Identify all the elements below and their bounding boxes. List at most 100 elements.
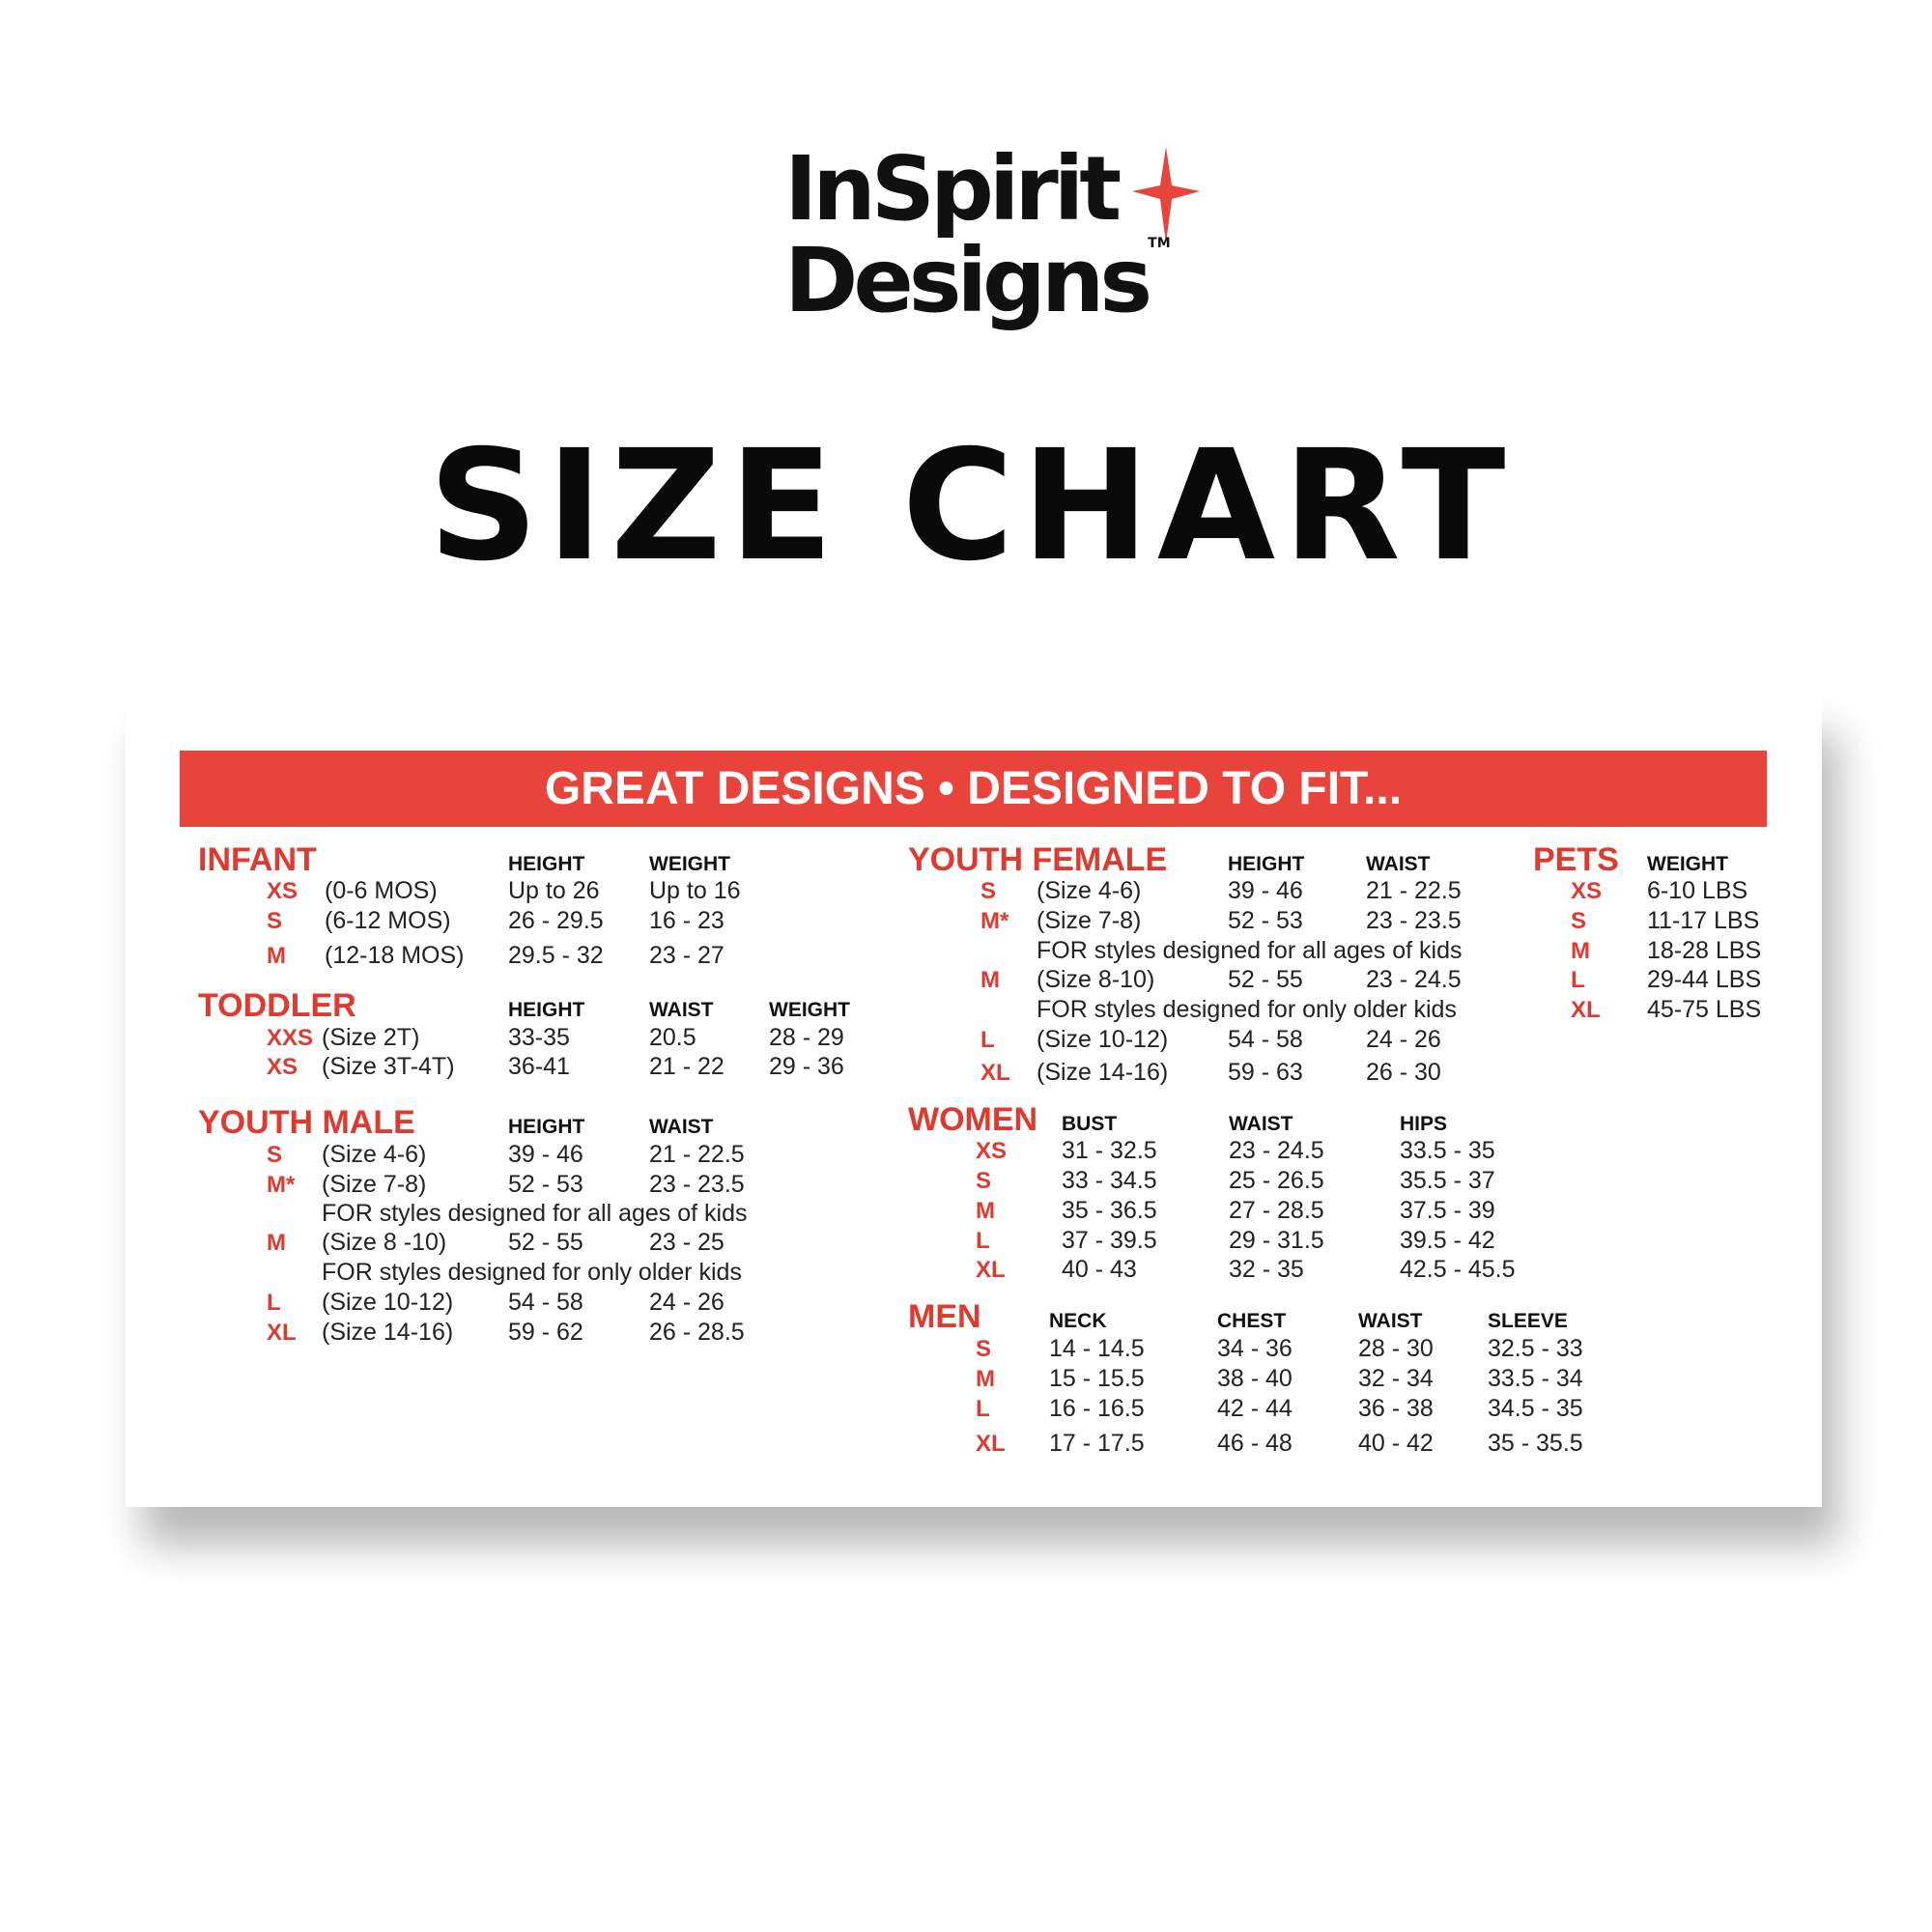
column-header: WEIGHT [769, 999, 850, 1022]
column-header: HIPS [1400, 1113, 1448, 1136]
measurement-value: 34 - 36 [1217, 1335, 1293, 1363]
measurement-value: 45-75 LBS [1647, 996, 1762, 1024]
size-label: M [267, 1229, 286, 1256]
measurement-value: 28 - 30 [1358, 1335, 1434, 1363]
size-description: (Size 3T-4T) [322, 1053, 455, 1081]
measurement-value: Up to 16 [649, 877, 741, 905]
size-label: XL [976, 1256, 1006, 1283]
measurement-value: 28 - 29 [769, 1024, 844, 1052]
measurement-value: 23 - 24.5 [1366, 966, 1462, 994]
size-label: XS [976, 1137, 1008, 1164]
size-label: L [976, 1395, 990, 1422]
column-header: WEIGHT [649, 853, 730, 876]
size-description: (Size 10-12) [322, 1289, 454, 1317]
measurement-value: 54 - 58 [508, 1289, 583, 1317]
size-label: M [980, 966, 1000, 993]
size-description: (Size 7-8) [1037, 907, 1142, 935]
banner-text: GREAT DESIGNS • DESIGNED TO FIT... [544, 763, 1403, 814]
measurement-value: 23 - 25 [649, 1229, 724, 1257]
measurement-value: 24 - 26 [1366, 1026, 1441, 1054]
measurement-value: 16 - 16.5 [1049, 1395, 1145, 1423]
measurement-value: 11-17 LBS [1647, 907, 1760, 935]
banner: GREAT DESIGNS • DESIGNED TO FIT... [180, 751, 1767, 827]
star-icon [1132, 147, 1200, 243]
measurement-value: 35 - 35.5 [1488, 1430, 1583, 1458]
measurement-value: 37.5 - 39 [1400, 1197, 1495, 1225]
size-label: M [976, 1197, 995, 1224]
measurement-value: 33.5 - 35 [1400, 1137, 1495, 1165]
section-title-youth-female: YOUTH FEMALE [908, 841, 1168, 879]
size-label: XL [267, 1319, 297, 1346]
measurement-value: 29 - 31.5 [1229, 1227, 1324, 1255]
measurement-value: 38 - 40 [1217, 1365, 1293, 1393]
measurement-value: 18-28 LBS [1647, 937, 1762, 965]
size-description: (Size 8-10) [1037, 966, 1155, 994]
measurement-value: 52 - 55 [508, 1229, 583, 1257]
measurement-value: 39.5 - 42 [1400, 1227, 1495, 1255]
measurement-value: 27 - 28.5 [1229, 1197, 1324, 1225]
size-label: S [976, 1167, 992, 1194]
measurement-value: 33 - 34.5 [1062, 1167, 1157, 1195]
measurement-value: 24 - 26 [649, 1289, 724, 1317]
size-label: S [1571, 907, 1587, 934]
measurement-value: 32 - 34 [1358, 1365, 1434, 1393]
size-chart-card [126, 696, 1822, 1507]
measurement-value: 26 - 29.5 [508, 907, 604, 935]
note-row: FOR styles designed for all ages of kids [322, 1200, 748, 1228]
size-description: (Size 7-8) [322, 1171, 427, 1199]
measurement-value: 6-10 LBS [1647, 877, 1748, 905]
column-header: HEIGHT [1228, 853, 1305, 876]
column-header: WAIST [1358, 1310, 1423, 1333]
measurement-value: 46 - 48 [1217, 1430, 1293, 1458]
size-description: (Size 14-16) [1037, 1059, 1169, 1087]
column-header: HEIGHT [508, 999, 585, 1022]
size-label: XS [1571, 877, 1603, 904]
measurement-value: 20.5 [649, 1024, 696, 1052]
measurement-value: 23 - 23.5 [1366, 907, 1462, 935]
measurement-value: 29-44 LBS [1647, 966, 1762, 994]
size-label: XL [1571, 996, 1601, 1023]
size-description: (0-6 MOS) [325, 877, 438, 905]
measurement-value: Up to 26 [508, 877, 600, 905]
measurement-value: 21 - 22.5 [1366, 877, 1462, 905]
logo-line-1: InSpirit [784, 137, 1122, 241]
size-description: (Size 10-12) [1037, 1026, 1169, 1054]
size-label: L [976, 1227, 990, 1254]
measurement-value: 39 - 46 [508, 1141, 583, 1169]
measurement-value: 33.5 - 34 [1488, 1365, 1583, 1393]
column-header: NECK [1049, 1310, 1107, 1333]
section-title-women: WOMEN [908, 1101, 1038, 1139]
column-header: WEIGHT [1647, 853, 1728, 876]
measurement-value: 40 - 43 [1062, 1256, 1137, 1284]
measurement-value: 32 - 35 [1229, 1256, 1304, 1284]
section-title-youth-male: YOUTH MALE [198, 1104, 415, 1142]
measurement-value: 29 - 36 [769, 1053, 844, 1081]
measurement-value: 14 - 14.5 [1049, 1335, 1145, 1363]
measurement-value: 15 - 15.5 [1049, 1365, 1145, 1393]
column-header: WAIST [1229, 1113, 1293, 1136]
measurement-value: 40 - 42 [1358, 1430, 1434, 1458]
size-description: (6-12 MOS) [325, 907, 451, 935]
measurement-value: 52 - 55 [1228, 966, 1303, 994]
measurement-value: 21 - 22.5 [649, 1141, 745, 1169]
size-label: S [976, 1335, 992, 1362]
size-label: M [267, 942, 286, 969]
measurement-value: 35 - 36.5 [1062, 1197, 1157, 1225]
measurement-value: 23 - 24.5 [1229, 1137, 1324, 1165]
column-header: SLEEVE [1488, 1310, 1568, 1333]
size-label: XL [980, 1059, 1010, 1086]
column-header: BUST [1062, 1113, 1118, 1136]
section-title-infant: INFANT [198, 841, 317, 879]
size-label: S [267, 907, 283, 934]
measurement-value: 59 - 62 [508, 1319, 583, 1347]
measurement-value: 36 - 38 [1358, 1395, 1434, 1423]
size-description: (Size 2T) [322, 1024, 420, 1052]
size-label: M* [980, 907, 1009, 934]
logo-line-2: DesignsTM [784, 237, 1171, 326]
measurement-value: 23 - 27 [649, 942, 724, 970]
measurement-value: 26 - 28.5 [649, 1319, 745, 1347]
size-label: L [267, 1289, 281, 1316]
measurement-value: 36-41 [508, 1053, 570, 1081]
size-label: L [1571, 966, 1585, 993]
measurement-value: 42.5 - 45.5 [1400, 1256, 1516, 1284]
